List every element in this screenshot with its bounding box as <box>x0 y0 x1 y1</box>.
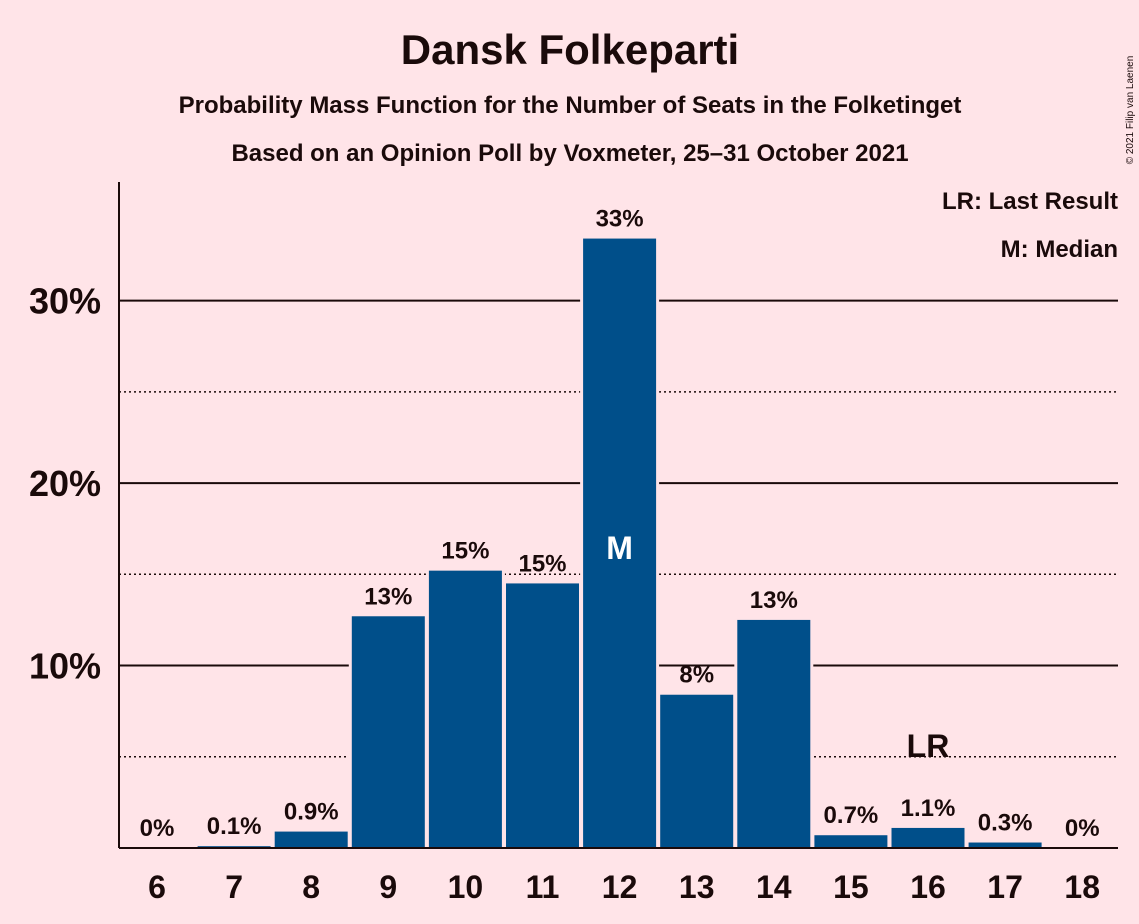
median-marker: M <box>606 530 633 566</box>
data-label: 0% <box>1065 815 1100 842</box>
markers: M LR <box>606 530 949 764</box>
legend-median: M: Median <box>1001 236 1118 263</box>
data-label: 0.1% <box>207 813 262 840</box>
bar-seat-17 <box>968 842 1042 848</box>
bars <box>194 235 1045 848</box>
bar-seat-10 <box>428 570 502 848</box>
x-tick-label: 8 <box>302 869 320 905</box>
x-tick-label: 12 <box>602 869 638 905</box>
y-tick-label: 20% <box>29 463 101 504</box>
bar-seat-11 <box>506 583 579 848</box>
data-label: 1.1% <box>901 795 956 822</box>
chart-subtitle: Probability Mass Function for the Number… <box>179 92 962 119</box>
data-labels: 0% 0.1% 0.9% 13% 15% 15% 33% 8% 13% 0.7% 1.1% 0.3% 0… <box>140 206 1100 842</box>
data-label: 33% <box>596 206 644 233</box>
x-tick-label: 16 <box>910 869 946 905</box>
data-label: 0.3% <box>978 810 1033 837</box>
bar-gap <box>194 843 274 848</box>
last-result-marker: LR <box>907 728 950 764</box>
x-tick-label: 14 <box>756 869 792 905</box>
x-tick-label: 18 <box>1064 869 1100 905</box>
bar-seat-14 <box>737 619 811 848</box>
x-tick-label: 10 <box>448 869 484 905</box>
bar-seat-12 <box>583 238 657 848</box>
bar-seat-15 <box>814 835 888 848</box>
data-label: 0.9% <box>284 799 339 826</box>
x-tick-label: 9 <box>379 869 397 905</box>
data-label: 15% <box>441 538 489 565</box>
x-tick-label: 15 <box>833 869 869 905</box>
x-tick-label: 11 <box>526 869 560 905</box>
copyright-note: © 2021 Filip van Laenen <box>1125 56 1136 165</box>
data-label: 13% <box>364 583 412 610</box>
data-label: 15% <box>518 550 566 577</box>
chart-title: Dansk Folkeparti <box>401 26 739 73</box>
bar-seat-9 <box>351 616 425 848</box>
y-tick-label: 30% <box>29 281 101 322</box>
x-tick-label: 7 <box>225 869 243 905</box>
data-label: 13% <box>750 587 798 614</box>
data-label: 0% <box>140 815 175 842</box>
data-label: 8% <box>679 662 714 689</box>
y-axis-ticks: 10% 20% 30% <box>29 281 101 687</box>
x-tick-label: 17 <box>987 869 1023 905</box>
data-label: 0.7% <box>824 802 879 829</box>
y-tick-label: 10% <box>29 646 101 687</box>
x-tick-label: 6 <box>148 869 166 905</box>
bar-seat-8 <box>274 831 348 848</box>
legend-last-result: LR: Last Result <box>942 188 1118 215</box>
x-tick-label: 13 <box>679 869 715 905</box>
bar-seat-13 <box>660 694 734 848</box>
chart-source: Based on an Opinion Poll by Voxmeter, 25… <box>231 140 908 167</box>
bar-seat-16 <box>891 827 965 848</box>
x-axis-ticks: 6 7 8 9 10 11 12 13 14 15 16 17 18 <box>148 869 1100 905</box>
